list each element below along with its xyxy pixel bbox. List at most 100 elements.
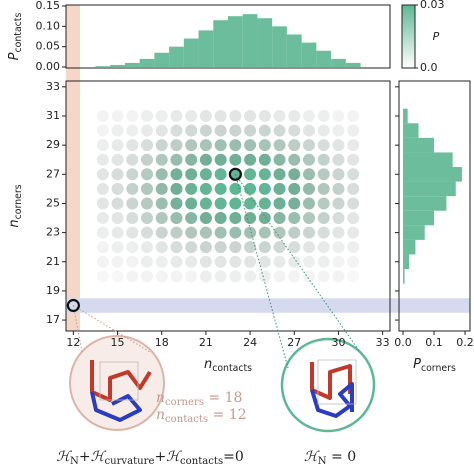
cell	[96, 182, 109, 195]
cell	[111, 197, 124, 210]
cell	[258, 197, 271, 210]
x-tick-label: 18	[155, 336, 169, 349]
cell	[303, 153, 315, 166]
hist-bar	[169, 46, 184, 67]
cell	[185, 241, 198, 254]
cell	[332, 197, 345, 210]
cell	[214, 197, 227, 210]
cell	[96, 212, 109, 225]
cell	[258, 255, 271, 268]
cell	[141, 270, 153, 283]
symbol: = 18	[204, 390, 242, 406]
subscript: curvature	[104, 456, 154, 467]
cell	[96, 168, 109, 181]
symbol: ℋ	[304, 449, 320, 465]
cell	[244, 124, 257, 137]
symbol: n	[7, 219, 22, 227]
inset-right	[280, 337, 376, 433]
hist-bar	[272, 26, 287, 67]
hist-bar	[403, 269, 405, 284]
x-tick-label: 12	[66, 336, 80, 349]
y-tick-label: 0.00	[36, 60, 61, 73]
cell	[185, 109, 198, 122]
subscript: contacts	[212, 363, 252, 374]
cell	[155, 255, 168, 268]
cell	[126, 124, 139, 137]
cell	[317, 168, 330, 181]
symbol: n	[204, 357, 212, 372]
cube	[99, 361, 139, 401]
cell	[199, 109, 212, 122]
cell	[199, 139, 212, 152]
cell	[347, 226, 360, 239]
cell	[347, 182, 360, 195]
cell	[126, 168, 139, 181]
cell	[347, 139, 360, 152]
cell	[185, 226, 198, 239]
inset-circle	[69, 335, 165, 431]
equation: ℋN = 0	[304, 449, 356, 467]
symbol: P	[7, 52, 22, 60]
cell	[303, 241, 315, 254]
background-layer	[66, 5, 470, 331]
hist-bar	[403, 123, 419, 138]
polymer	[90, 360, 152, 422]
y-axis-label: ncorners	[7, 184, 24, 227]
cell	[214, 270, 227, 283]
cell	[273, 153, 286, 166]
cell	[258, 124, 271, 137]
cell	[185, 139, 198, 152]
cell	[185, 255, 198, 268]
cell	[288, 109, 301, 122]
cell	[126, 109, 139, 122]
hist-bar	[403, 152, 453, 168]
cell	[332, 124, 345, 137]
cell	[288, 197, 301, 210]
hist-bar	[345, 62, 361, 67]
cell	[229, 255, 242, 268]
y-axis-label: Pcontacts	[7, 13, 24, 61]
symbol: P	[413, 357, 421, 372]
cell	[303, 168, 315, 181]
cell	[111, 139, 124, 152]
cell	[155, 109, 168, 122]
x-tick-label: 24	[243, 336, 257, 349]
cell	[126, 255, 139, 268]
hist-bar	[403, 210, 435, 226]
cell	[170, 197, 183, 210]
cell	[288, 212, 301, 225]
symbol: +	[154, 449, 166, 465]
cell	[317, 270, 330, 283]
cell	[347, 197, 360, 210]
y-tick-label: 0.10	[36, 19, 61, 32]
x-axis-label: ncontacts	[204, 357, 252, 374]
chain-red	[310, 362, 352, 400]
cell	[199, 168, 212, 181]
cell	[229, 153, 242, 166]
cell	[303, 255, 315, 268]
cell	[332, 153, 345, 166]
hist-bar	[403, 167, 462, 182]
hist-bar	[403, 254, 410, 270]
cell	[141, 139, 153, 152]
cell	[347, 109, 360, 122]
cell	[347, 241, 360, 254]
cell	[332, 212, 345, 225]
cell	[111, 226, 124, 239]
cell	[199, 270, 212, 283]
y-tick-label: 17	[46, 313, 60, 326]
cell	[185, 124, 198, 137]
cell	[288, 168, 301, 181]
cell	[96, 197, 109, 210]
cell	[258, 153, 271, 166]
cell	[273, 109, 286, 122]
annotation: ncontacts = 12	[156, 407, 247, 425]
cell	[244, 226, 257, 239]
hist-bar	[110, 64, 125, 67]
cell	[273, 270, 286, 283]
cell	[96, 270, 109, 283]
symbol: n	[156, 390, 165, 406]
axes-frame	[65, 4, 391, 69]
cell	[273, 124, 286, 137]
cell	[229, 226, 242, 239]
